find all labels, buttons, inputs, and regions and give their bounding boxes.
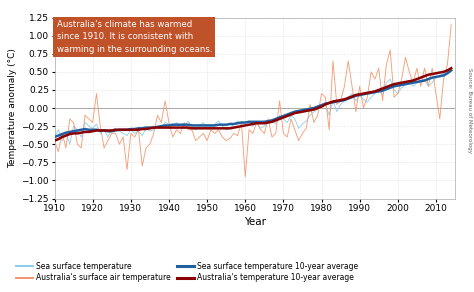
Y-axis label: Temperature anomaly (°C): Temperature anomaly (°C)	[8, 48, 17, 168]
Text: Source: Bureau of Meteorology: Source: Bureau of Meteorology	[466, 68, 472, 154]
Legend: Sea surface temperature, Australia's surface air temperature, Sea surface temper: Sea surface temperature, Australia's sur…	[13, 259, 361, 285]
X-axis label: Year: Year	[244, 217, 266, 227]
Text: Australia's climate has warmed
since 1910. It is consistent with
warming in the : Australia's climate has warmed since 191…	[56, 20, 212, 53]
